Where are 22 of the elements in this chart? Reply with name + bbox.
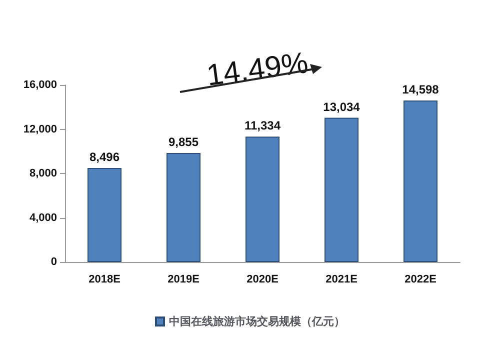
text: 9,855 <box>168 134 199 149</box>
y-tick-label: 0 <box>50 256 57 268</box>
x-tick-label: 2020E <box>246 274 278 286</box>
x-tick-label: 2022E <box>404 274 436 286</box>
x-tick-label: 2018E <box>88 274 120 286</box>
bar <box>166 152 200 262</box>
y-tick-label: 12,000 <box>23 123 57 136</box>
bar <box>404 100 438 262</box>
text: 14,598 <box>402 82 439 97</box>
bar <box>324 118 358 262</box>
y-tick-label: 16,000 <box>23 79 57 91</box>
text: 11,334 <box>244 118 281 133</box>
text: 13,034 <box>323 100 360 114</box>
legend-label: 中国在线旅游市场交易规模（亿元） <box>169 315 345 328</box>
annotation: 14.49% <box>204 46 310 92</box>
x-tick-label: 2019E <box>168 274 200 286</box>
x-tick-label: 2021E <box>326 274 358 286</box>
bar <box>246 136 280 262</box>
text: 8,496 <box>89 150 120 164</box>
bar <box>88 168 122 262</box>
y-tick-label: 4,000 <box>29 212 57 224</box>
y-tick-label: 8,000 <box>29 168 57 180</box>
